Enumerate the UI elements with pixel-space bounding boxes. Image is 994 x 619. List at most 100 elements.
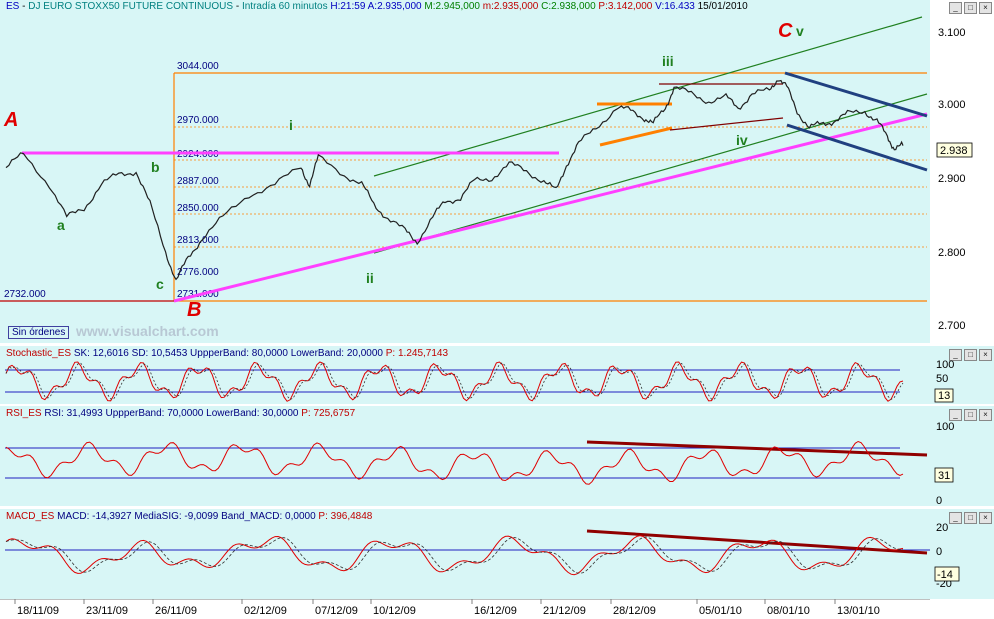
rsi-lower: LowerBand: 30,0000 bbox=[206, 408, 299, 419]
macd-chart: 20 0 -20 -14 bbox=[5, 522, 960, 590]
rsi-last-marker bbox=[934, 467, 954, 483]
macd-series-line bbox=[5, 535, 904, 576]
stochastic-d-line bbox=[5, 362, 904, 400]
rsi-close-button[interactable]: × bbox=[979, 409, 992, 421]
main-header: ES - DJ EURO STOXX50 FUTURE CONTINUOUS -… bbox=[6, 1, 748, 12]
rsi-last-value: 31 bbox=[938, 470, 950, 482]
rsi-resistance-line bbox=[586, 440, 928, 457]
macd-last-marker bbox=[934, 566, 960, 582]
level-label-2887: 2887.000 bbox=[177, 176, 219, 187]
level-label-3044: 3044.000 bbox=[177, 61, 219, 72]
stochastic-chart: 100 50 13 bbox=[5, 359, 954, 403]
timeframe: Intradía 60 minutos bbox=[241, 1, 328, 12]
rsi-minimize-button[interactable]: _ bbox=[949, 409, 962, 421]
price-chart: 3044.000 2970.000 2924.000 2887.000 2850… bbox=[0, 16, 973, 332]
price-tick-3100: 3.100 bbox=[938, 27, 966, 39]
rsi-value: RSI: 31,4993 bbox=[44, 408, 103, 419]
watermark: www.visualchart.com bbox=[76, 323, 219, 339]
macd-header: MACD_ES MACD: -14,3927 MediaSIG: -9,0099… bbox=[6, 511, 372, 523]
v-value: 16.433 bbox=[664, 1, 695, 12]
wave-label-A: A bbox=[3, 109, 18, 131]
macd-last-value: -14 bbox=[937, 569, 953, 581]
macd-band: Band_MACD: 0,0000 bbox=[221, 511, 316, 522]
stochastic-lower: LowerBand: 20,0000 bbox=[290, 348, 383, 359]
macd-close-button[interactable]: × bbox=[979, 512, 992, 524]
m-label: M: bbox=[424, 1, 436, 12]
c-value: 2.938,000 bbox=[551, 1, 596, 12]
magenta-trendline bbox=[173, 112, 928, 303]
wave-label-v: v bbox=[796, 23, 804, 39]
rsi-series-line bbox=[5, 440, 904, 485]
rsi-chart: 100 0 31 bbox=[5, 421, 954, 506]
stochastic-sd: SD: 10,5453 bbox=[131, 348, 188, 359]
date-tick-label: 28/12/09 bbox=[613, 605, 656, 617]
a-label: A: bbox=[367, 1, 378, 12]
instrument-name: DJ EURO STOXX50 FUTURE CONTINUOUS bbox=[28, 1, 234, 12]
symbol: ES bbox=[6, 1, 20, 12]
maximize-button[interactable]: □ bbox=[964, 2, 977, 14]
blue-channel-lower bbox=[786, 123, 928, 172]
h-label: H: bbox=[330, 1, 341, 12]
macd-signal: MediaSIG: -9,0099 bbox=[134, 511, 219, 522]
stochastic-close-button[interactable]: × bbox=[979, 349, 992, 361]
main-window-buttons: _ □ × bbox=[949, 2, 992, 14]
stochastic-upper: UppperBand: 80,0000 bbox=[190, 348, 288, 359]
level-label-2970: 2970.000 bbox=[177, 115, 219, 126]
wave-label-b: b bbox=[151, 159, 160, 175]
wave-label-ii: ii bbox=[366, 270, 374, 286]
rsi-header: RSI_ES RSI: 31,4993 UppperBand: 70,0000 … bbox=[6, 408, 355, 420]
date-tick-label: 23/11/09 bbox=[86, 605, 128, 617]
m-value: 2.945,000 bbox=[435, 1, 480, 12]
p-label: P: bbox=[598, 1, 608, 12]
macd-tick-0: 0 bbox=[936, 546, 942, 558]
stochastic-maximize-button[interactable]: □ bbox=[964, 349, 977, 361]
macd-maximize-button[interactable]: □ bbox=[964, 512, 977, 524]
level-label-2776: 2776.000 bbox=[177, 267, 219, 278]
minimize-button[interactable]: _ bbox=[949, 2, 962, 14]
green-channel-upper bbox=[373, 16, 923, 177]
rsi-p: P: 725,6757 bbox=[301, 408, 356, 419]
level-label-2732: 2732.000 bbox=[4, 289, 46, 300]
macd-tick-20: 20 bbox=[936, 522, 948, 534]
rsi-window-buttons: _ □ × bbox=[949, 409, 992, 421]
rsi-upper: UppperBand: 70,0000 bbox=[105, 408, 204, 419]
price-panel bbox=[0, 0, 994, 343]
macd-panel bbox=[0, 509, 994, 599]
price-series-line bbox=[5, 79, 904, 281]
stochastic-minimize-button[interactable]: _ bbox=[949, 349, 962, 361]
stochastic-header: Stochastic_ES SK: 12,6016 SD: 10,5453 Up… bbox=[6, 348, 448, 360]
stochastic-panel bbox=[0, 346, 994, 404]
macd-window-buttons: _ □ × bbox=[949, 512, 992, 524]
rsi-maximize-button[interactable]: □ bbox=[964, 409, 977, 421]
macd-p: P: 396,4848 bbox=[318, 511, 373, 522]
low-value: 2.935,000 bbox=[493, 1, 539, 12]
last-price-marker bbox=[936, 142, 973, 158]
stochastic-tick-100: 100 bbox=[936, 359, 954, 371]
low-label: m: bbox=[482, 1, 494, 12]
close-button[interactable]: × bbox=[979, 2, 992, 14]
stochastic-k-line bbox=[5, 361, 904, 402]
wave-label-c: c bbox=[156, 276, 164, 292]
wave-label-iii: iii bbox=[662, 53, 674, 69]
header-date: 15/01/2010 bbox=[697, 1, 748, 12]
date-tick-label: 05/01/10 bbox=[699, 605, 742, 617]
price-tick-2800: 2.800 bbox=[938, 247, 966, 259]
sin-ordenes-button[interactable]: Sin órdenes bbox=[8, 326, 70, 339]
h-value: 21:59 bbox=[340, 1, 366, 12]
date-tick-label: 08/01/10 bbox=[767, 605, 810, 617]
price-tick-3000: 3.000 bbox=[938, 99, 966, 111]
rsi-name: RSI_ES bbox=[6, 408, 42, 419]
macd-minimize-button[interactable]: _ bbox=[949, 512, 962, 524]
wave-label-B: B bbox=[187, 299, 201, 321]
stochastic-last-value: 13 bbox=[938, 390, 950, 402]
date-tick-label: 21/12/09 bbox=[543, 605, 586, 617]
blue-channel-upper bbox=[784, 71, 928, 118]
wave-label-a: a bbox=[57, 217, 65, 233]
c-label: C: bbox=[541, 1, 552, 12]
wave-label-iv: iv bbox=[736, 132, 748, 148]
stochastic-p: P: 1.245,7143 bbox=[385, 348, 449, 359]
orange-pattern-bottom bbox=[599, 126, 673, 147]
price-tick-2700: 2.700 bbox=[938, 320, 966, 332]
date-axis: 18/11/09 23/11/09 26/11/09 02/12/09 07/12/09… bbox=[0, 599, 930, 617]
date-tick-label: 18/11/09 bbox=[17, 605, 59, 617]
